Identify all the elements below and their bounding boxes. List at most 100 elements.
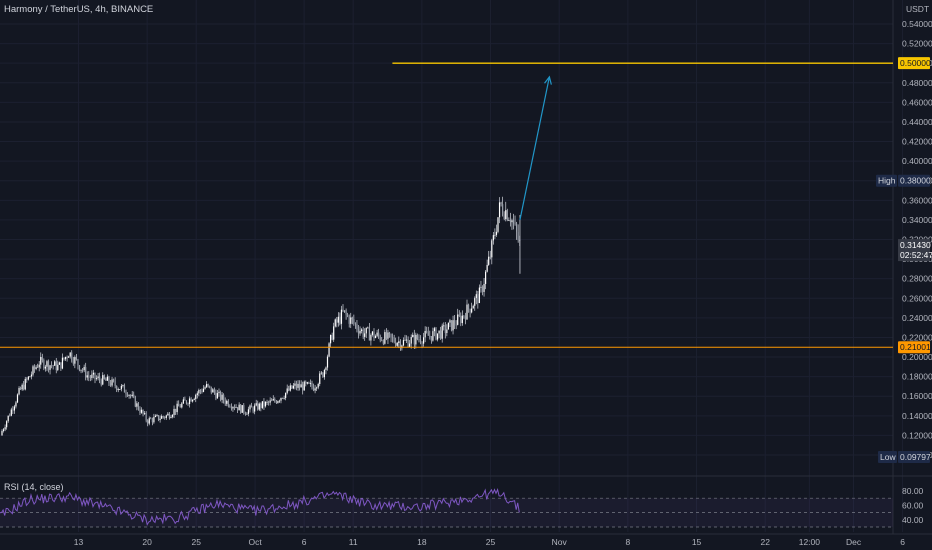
candle-body <box>184 399 186 401</box>
candle-body <box>40 356 42 365</box>
x-tick-label: 15 <box>692 537 702 547</box>
candle-body <box>291 385 293 389</box>
candle-body <box>497 217 499 232</box>
candle-body <box>175 408 177 413</box>
candle-body <box>269 400 271 403</box>
candle-body <box>306 382 308 384</box>
candle-body <box>275 401 277 404</box>
candle-body <box>328 343 330 357</box>
rsi-tick-label: 60.00 <box>902 500 924 510</box>
target-price-badge-bg <box>898 57 930 70</box>
candle-body <box>207 384 209 386</box>
candle-body <box>218 391 220 394</box>
candle-body <box>325 367 327 370</box>
candle-body <box>469 309 471 313</box>
projection-arrow[interactable] <box>519 76 550 221</box>
candle-body <box>449 320 451 323</box>
candle-body <box>398 341 400 344</box>
candle-body <box>71 352 73 361</box>
candle-body <box>167 413 169 416</box>
candle-body <box>212 389 214 393</box>
candle-body <box>89 377 91 379</box>
candle-body <box>390 333 392 338</box>
candle-body <box>336 319 338 323</box>
candle-body <box>480 286 482 288</box>
candle-body <box>33 366 36 370</box>
candle-body <box>323 369 325 378</box>
candle-body <box>137 403 139 410</box>
candle-body <box>85 367 87 378</box>
candle-body <box>94 372 96 379</box>
candle-body <box>410 337 412 344</box>
candle-body <box>347 314 349 317</box>
candle-body <box>44 366 46 369</box>
candle-body <box>131 394 133 397</box>
candle-body <box>302 384 304 391</box>
candle-body <box>126 394 129 396</box>
candle-body <box>68 356 70 358</box>
candle-body <box>514 223 516 225</box>
candle-body <box>494 234 496 236</box>
candle-body <box>170 416 172 419</box>
candle-body <box>206 384 208 388</box>
candle-body <box>21 384 23 390</box>
candle-body <box>99 376 101 381</box>
candle-body <box>16 394 19 403</box>
candle-body <box>7 415 9 422</box>
candle-body <box>246 413 248 415</box>
x-tick-label: 25 <box>191 537 201 547</box>
candle-body <box>128 395 130 396</box>
candle-body <box>238 404 240 411</box>
candle-body <box>230 406 232 409</box>
candle-body <box>185 400 188 404</box>
candle-body <box>268 401 270 403</box>
x-tick-label: 6 <box>302 537 307 547</box>
x-tick-label: Dec <box>846 537 862 547</box>
symbol-name: Harmony / TetherUS <box>4 4 90 15</box>
candle-body <box>35 367 37 370</box>
y-tick-label: 0.18000 <box>902 372 932 382</box>
candle-body <box>511 220 513 223</box>
candle-body <box>254 405 256 412</box>
candle-body <box>362 329 364 337</box>
candle-body <box>20 387 22 390</box>
candle-body <box>257 403 259 410</box>
candle-body <box>209 385 211 387</box>
candle-body <box>387 332 389 339</box>
candle-body <box>219 391 222 400</box>
candle-body <box>286 388 288 393</box>
candle-body <box>305 381 307 384</box>
candle-body <box>316 387 318 389</box>
candle-body <box>370 334 372 341</box>
candle-body <box>333 326 335 340</box>
candle-body <box>379 335 381 341</box>
candle-body <box>309 382 312 384</box>
candle-body <box>198 390 200 394</box>
support-price-badge: 0.21001 <box>900 342 931 352</box>
candle-body <box>142 409 144 414</box>
candle-body <box>176 403 178 413</box>
candle-body <box>486 264 488 272</box>
candle-body <box>485 271 487 284</box>
candle-body <box>157 415 160 420</box>
y-tick-label: 0.42000 <box>902 137 932 147</box>
candle-body <box>210 386 212 393</box>
candle-body <box>116 385 118 391</box>
candle-body <box>424 330 426 338</box>
y-tick-label: 0.16000 <box>902 391 932 401</box>
candle-body <box>164 417 166 418</box>
projection-arrowhead[interactable] <box>544 75 552 85</box>
candle-body <box>15 402 17 407</box>
candle-body <box>433 328 436 332</box>
candle-body <box>320 372 322 374</box>
candle-body <box>105 378 107 381</box>
candle-body <box>357 329 360 334</box>
candle-body <box>244 412 246 415</box>
candle-body <box>481 286 484 292</box>
candle-body <box>413 334 415 345</box>
candle-body <box>331 334 333 340</box>
candle-body <box>438 330 440 334</box>
candle-body <box>392 337 394 339</box>
candle-body <box>80 369 82 371</box>
